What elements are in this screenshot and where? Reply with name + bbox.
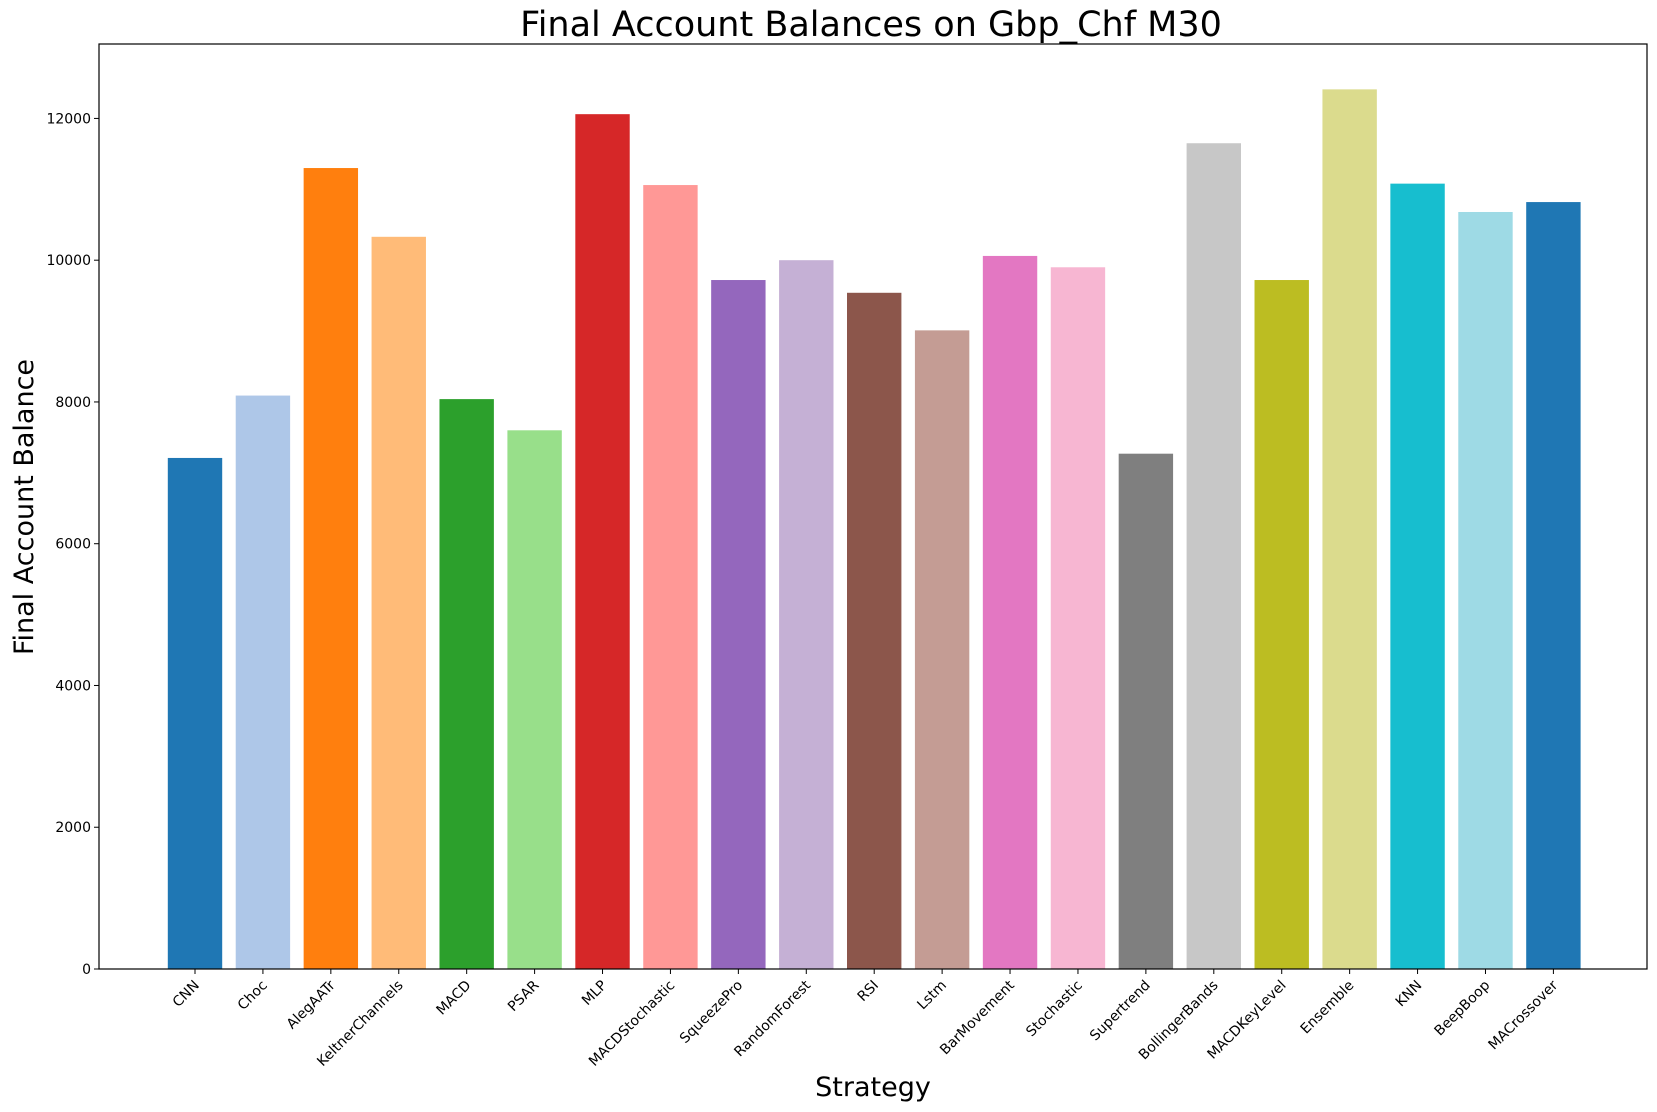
bar-stochastic [1050,267,1106,969]
y-tick-label: 10000 [46,253,91,269]
bar-keltnerchannels [371,236,426,970]
bar-mlp [575,114,630,970]
y-axis-label: Final Account Balance [9,359,40,655]
y-tick-label: 4000 [55,678,91,694]
y-tick-label: 2000 [55,820,91,836]
bar-squeezepro [711,280,766,969]
x-tick-label: SqueezePro [677,978,746,1047]
x-tick-label: Stochastic [1023,978,1086,1041]
y-tick-label: 6000 [55,537,91,553]
bar-barmovement [982,255,1038,969]
bar-choc [235,395,291,969]
x-tick-label: BeepBoop [1432,977,1494,1039]
chart-title: Final Account Balances on Gbp_Chf M30 [520,5,1222,45]
x-tick-label: PSAR [505,977,543,1015]
y-tick-label: 8000 [55,395,91,411]
x-axis-label: Strategy [815,1072,931,1103]
x-tick-label: MACD [434,978,475,1019]
bar-ensemble [1322,89,1377,970]
bar-supertrend [1118,453,1174,969]
bar-rsi [847,292,902,969]
bar-knn [1390,183,1445,969]
bar-macdstochastic [643,185,698,970]
x-tick-label: Ensemble [1298,978,1358,1038]
x-tick-label: Supertrend [1087,978,1154,1045]
bar-beepboop [1458,211,1513,970]
x-tick-label: KNN [1393,978,1426,1011]
bar-psar [507,430,562,969]
bars-layer [167,89,1581,970]
x-tick-label: CNN [170,978,203,1011]
bar-cnn [167,457,223,969]
bar-macd [439,399,494,969]
bar-lstm [914,330,970,969]
x-tick-label: MACrossover [1486,977,1562,1053]
y-tick-label: 12000 [46,111,91,127]
y-axis-ticks: 0 2000 4000 6000 8000 10000 12000 [46,111,99,978]
y-tick-label: 0 [82,962,91,978]
plot-frame [98,43,1648,970]
bar-randomforest [779,260,834,969]
x-tick-label: AlegAATr [284,977,339,1032]
bar-bollingerbands [1186,143,1241,970]
bar-macrossover [1526,202,1581,969]
bar-macdkeylevel [1254,280,1309,969]
bar-alegaatr [303,168,359,970]
x-tick-label: RSI [855,978,882,1005]
x-tick-label: MLP [579,978,610,1009]
x-tick-label: Lstm [914,978,950,1014]
x-tick-label: Choc [235,978,271,1014]
